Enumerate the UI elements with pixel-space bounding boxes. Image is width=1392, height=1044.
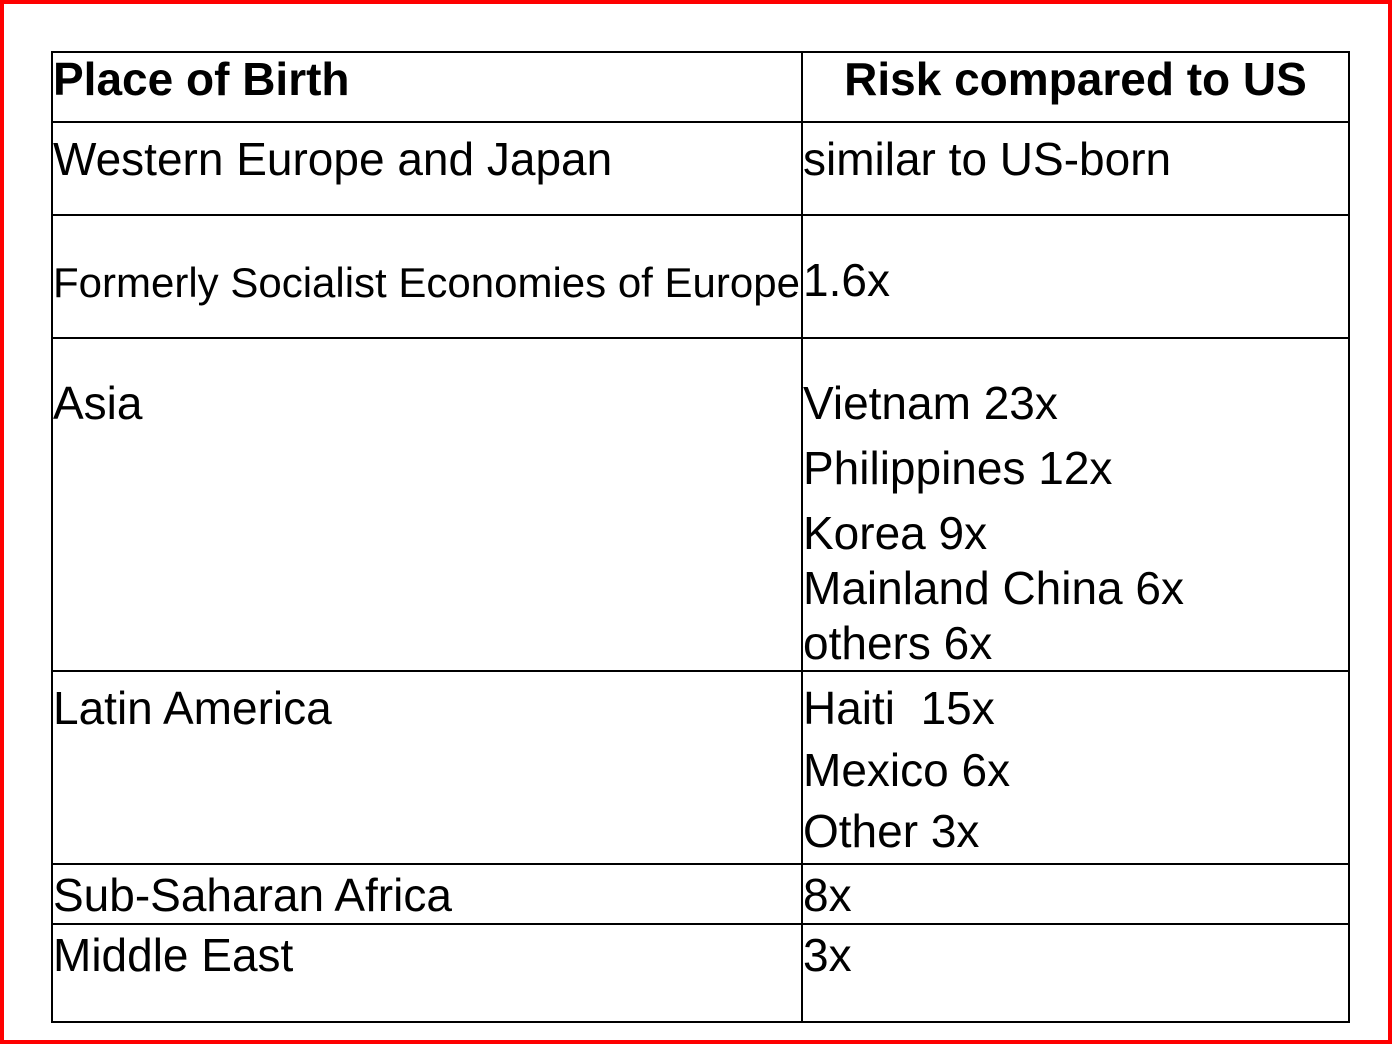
table-row: Western Europe and Japan similar to US-b… <box>51 121 1350 216</box>
risk-cell: similar to US-born <box>801 121 1350 216</box>
place-cell: Middle East <box>51 923 803 1023</box>
risk-cell: 1.6x <box>801 214 1350 339</box>
risk-line: Haiti 15x <box>803 682 995 734</box>
table-row: Formerly Socialist Economies of Europe 1… <box>51 214 1350 339</box>
table-row: Latin America Haiti 15x Mexico 6x Other 3x <box>51 670 1350 865</box>
place-cell: Asia <box>51 337 803 672</box>
risk-line: Philippines 12x <box>803 442 1113 494</box>
risk-line: 3x <box>803 929 852 981</box>
risk-line: Korea 9x <box>803 507 988 559</box>
risk-line: Mexico 6x <box>803 744 1011 796</box>
risk-line: 8x <box>803 869 852 921</box>
place-cell: Latin America <box>51 670 803 865</box>
risk-table: Place of Birth Risk compared to US Weste… <box>51 51 1350 1023</box>
place-cell: Formerly Socialist Economies of Europe <box>51 214 803 339</box>
place-cell: Sub-Saharan Africa <box>51 863 803 925</box>
risk-cell: 8x <box>801 863 1350 925</box>
risk-line: others 6x <box>803 617 993 669</box>
place-of-birth-header: Place of Birth <box>51 51 803 123</box>
risk-line: similar to US-born <box>803 133 1172 185</box>
table-row: Sub-Saharan Africa 8x <box>51 863 1350 925</box>
risk-compared-header: Risk compared to US <box>801 51 1350 123</box>
table-row: Asia Vietnam 23x Philippines 12x Korea 9x M… <box>51 337 1350 672</box>
place-cell: Western Europe and Japan <box>51 121 803 216</box>
risk-line: Mainland China 6x <box>803 562 1185 614</box>
risk-line: Other 3x <box>803 805 980 857</box>
risk-cell: 3x <box>801 923 1350 1023</box>
table-row: Middle East 3x <box>51 923 1350 1023</box>
risk-line: Vietnam 23x <box>803 377 1058 429</box>
risk-cell: Haiti 15x Mexico 6x Other 3x <box>801 670 1350 865</box>
risk-line: 1.6x <box>803 254 890 306</box>
risk-cell: Vietnam 23x Philippines 12x Korea 9x Mainla… <box>801 337 1350 672</box>
header-row: Place of Birth Risk compared to US <box>51 51 1350 123</box>
